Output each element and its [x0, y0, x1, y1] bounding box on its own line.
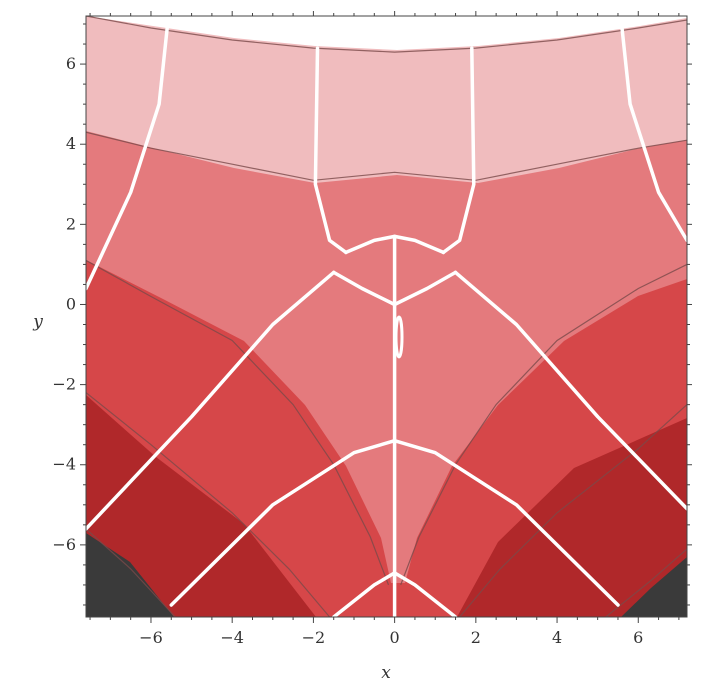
y-tick-label: 0 — [66, 294, 76, 313]
contour-boundary-4 — [400, 263, 687, 586]
x-axis: −6 −4 −2 0 2 4 6 — [89, 11, 680, 647]
streamlines — [86, 26, 687, 617]
y-tick-label: 2 — [66, 214, 76, 233]
streamline-12 — [331, 571, 397, 617]
streamline-10 — [169, 438, 397, 607]
y-axis-label: y — [32, 312, 43, 332]
streamline-6 — [620, 26, 687, 243]
y-axis: −6 −4 −2 0 2 4 6 — [52, 23, 692, 606]
y-tick-label: 6 — [66, 54, 76, 73]
streamline-7 — [331, 270, 458, 307]
y-tick-label: −4 — [52, 455, 76, 474]
contour-level-1 — [86, 16, 687, 50]
x-tick-label: −6 — [139, 628, 163, 647]
x-axis-label: x — [381, 663, 391, 683]
contour-level-2 — [86, 16, 687, 183]
x-tick-label: −2 — [302, 628, 326, 647]
contour-boundary-7 — [86, 528, 176, 617]
contour-boundary-5 — [86, 392, 331, 617]
y-tick-label: −6 — [52, 535, 76, 554]
streamline-4 — [344, 234, 446, 255]
streamline-13 — [392, 571, 458, 617]
contour-boundary-6 — [459, 404, 687, 617]
streamline-11 — [392, 438, 620, 607]
streamline-5 — [441, 46, 476, 255]
streamline-9 — [453, 270, 687, 511]
closed-streamline — [394, 315, 404, 359]
contour-boundaries — [86, 16, 687, 617]
contour-boundary-2 — [86, 131, 687, 181]
y-tick-label: −2 — [52, 375, 76, 394]
streamline-2 — [86, 26, 169, 291]
x-tick-label: 0 — [390, 628, 400, 647]
streamline-3 — [313, 46, 348, 255]
x-tick-label: 4 — [552, 628, 562, 647]
x-tick-label: 2 — [471, 628, 481, 647]
saddle-loop — [394, 315, 404, 359]
x-tick-label: −4 — [220, 628, 244, 647]
x-tick-label: 6 — [633, 628, 643, 647]
contour-regions — [86, 16, 687, 617]
y-tick-label: 4 — [66, 134, 76, 153]
contour-boundary-1 — [86, 16, 687, 53]
contour-boundary-8 — [605, 548, 687, 617]
plot-frame — [85, 15, 688, 618]
streamline-8 — [86, 270, 336, 531]
contour-boundary-3 — [86, 259, 390, 586]
